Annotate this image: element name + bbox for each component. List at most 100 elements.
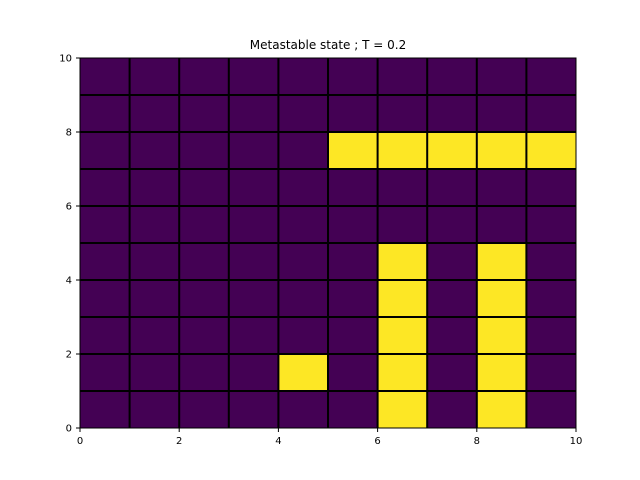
heatmap-cell <box>328 391 378 428</box>
heatmap-cell <box>228 317 279 354</box>
y-tick-label: 10 <box>59 54 72 65</box>
heatmap-cell <box>476 243 527 280</box>
heatmap-cell <box>228 169 279 206</box>
heatmap-cell <box>377 354 428 391</box>
x-tick-label: 4 <box>275 436 281 447</box>
heatmap-cell <box>179 243 229 280</box>
heatmap-cell <box>179 317 229 354</box>
heatmap-cell <box>328 169 378 206</box>
heatmap-cell <box>80 280 130 317</box>
heatmap-cell <box>80 317 130 354</box>
heatmap-cell <box>80 132 130 169</box>
heatmap-cell <box>427 280 477 317</box>
heatmap-cell <box>228 280 279 317</box>
heatmap-cell <box>328 317 378 354</box>
heatmap-cell <box>377 58 428 95</box>
heatmap-cell <box>377 280 428 317</box>
heatmap-cell <box>526 280 576 317</box>
heatmap-cell <box>129 206 180 243</box>
heatmap-cell <box>129 354 180 391</box>
heatmap-cell <box>526 169 576 206</box>
heatmap-cell <box>129 280 180 317</box>
heatmap-cell <box>427 206 477 243</box>
heatmap-cell <box>476 132 527 169</box>
heatmap-cell <box>228 58 279 95</box>
heatmap-cell <box>228 132 279 169</box>
plot-frame <box>79 57 577 429</box>
heatmap-cell <box>278 317 328 354</box>
heatmap-cell <box>476 280 527 317</box>
heatmap-cell <box>129 169 180 206</box>
heatmap-cell <box>377 206 428 243</box>
heatmap-cell <box>228 354 279 391</box>
x-tick-label: 6 <box>374 436 380 447</box>
heatmap-cell <box>80 243 130 280</box>
heatmap-cell <box>427 317 477 354</box>
heatmap-cell <box>228 391 279 428</box>
heatmap-cell <box>526 391 576 428</box>
heatmap-cell <box>80 391 130 428</box>
heatmap-cell <box>278 391 328 428</box>
heatmap-cell <box>476 58 527 95</box>
x-axis: 0 2 4 6 8 10 <box>77 428 583 447</box>
heatmap-cell <box>328 132 378 169</box>
heatmap-cell <box>328 95 378 132</box>
y-tick-label: 0 <box>66 424 72 435</box>
heatmap-cell <box>328 280 378 317</box>
heatmap-cell <box>377 391 428 428</box>
heatmap-cell <box>278 95 328 132</box>
x-tick-label: 8 <box>474 436 480 447</box>
heatmap-cell <box>179 354 229 391</box>
x-tick-label: 10 <box>570 436 583 447</box>
heatmap-cell <box>278 132 328 169</box>
heatmap-cell <box>179 280 229 317</box>
heatmap-cell <box>476 169 527 206</box>
heatmap-cell <box>80 354 130 391</box>
heatmap-cell <box>80 95 130 132</box>
heatmap-cell <box>526 317 576 354</box>
heatmap-cell <box>179 95 229 132</box>
heatmap-cell <box>377 132 428 169</box>
heatmap-cell <box>80 206 130 243</box>
heatmap-cell <box>179 169 229 206</box>
heatmap-cell <box>129 243 180 280</box>
heatmap-cell <box>228 243 279 280</box>
heatmap-cell <box>328 206 378 243</box>
heatmap-cell <box>179 391 229 428</box>
heatmap-cell <box>526 58 576 95</box>
heatmap-cells <box>80 58 576 428</box>
y-tick-label: 4 <box>66 276 72 287</box>
y-tick-label: 6 <box>66 202 72 213</box>
heatmap-cell <box>80 58 130 95</box>
heatmap-cell <box>328 243 378 280</box>
heatmap-cell <box>228 206 279 243</box>
heatmap-cell <box>377 317 428 354</box>
heatmap-cell <box>377 95 428 132</box>
heatmap-cell <box>179 206 229 243</box>
chart-title: Metastable state ; T = 0.2 <box>250 38 406 52</box>
x-tick-label: 2 <box>176 436 182 447</box>
heatmap-cell <box>476 354 527 391</box>
heatmap-cell <box>476 391 527 428</box>
heatmap-cell <box>526 206 576 243</box>
heatmap-cell <box>228 95 279 132</box>
heatmap-cell <box>377 243 428 280</box>
heatmap-cell <box>129 95 180 132</box>
heatmap-cell <box>129 58 180 95</box>
heatmap-cell <box>427 95 477 132</box>
heatmap-cell <box>476 206 527 243</box>
heatmap-cell <box>526 354 576 391</box>
heatmap-cell <box>427 243 477 280</box>
heatmap-cell <box>129 317 180 354</box>
heatmap-cell <box>476 317 527 354</box>
heatmap-cell <box>129 391 180 428</box>
heatmap-cell <box>278 280 328 317</box>
heatmap-cell <box>278 354 328 391</box>
heatmap-cell <box>129 132 180 169</box>
x-tick-label: 0 <box>77 436 83 447</box>
heatmap-cell <box>179 58 229 95</box>
y-axis: 0 2 4 6 8 10 <box>59 54 80 435</box>
cell-gridlines <box>80 58 576 428</box>
heatmap-cell <box>179 132 229 169</box>
heatmap-cell <box>427 391 477 428</box>
